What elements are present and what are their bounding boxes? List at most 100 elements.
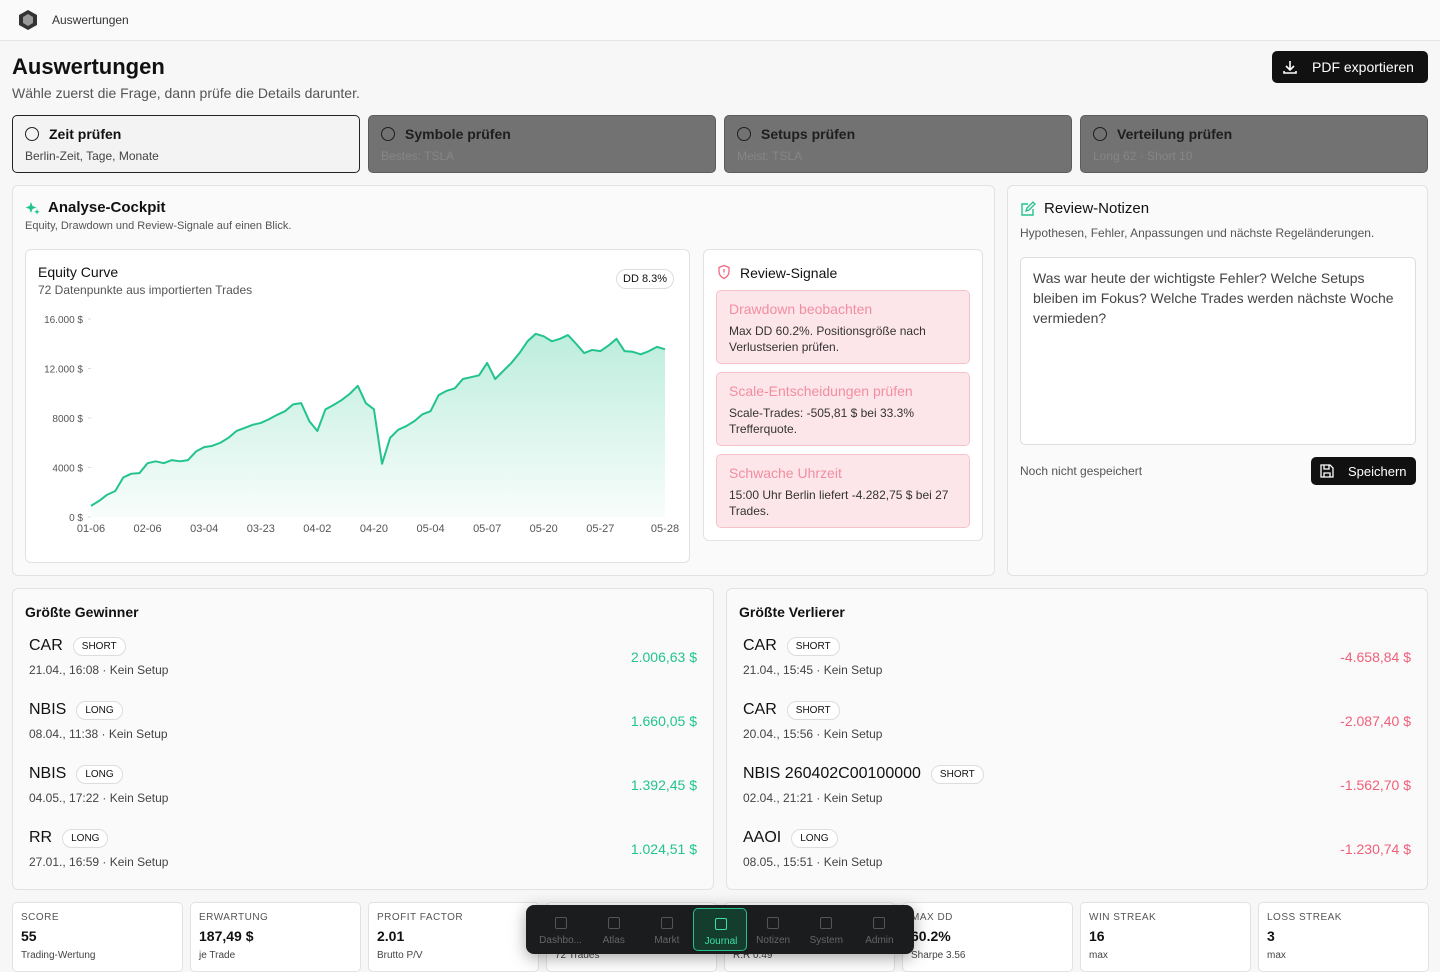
x-tick-label: 02-06: [134, 523, 162, 535]
nav-label: Journal: [704, 936, 738, 947]
nav-item[interactable]: Journal: [693, 908, 747, 951]
trade-meta: 27.01., 16:59 · Kein Setup: [29, 855, 169, 869]
trade-symbol: CAR: [743, 637, 777, 654]
trade-pnl: 1.024,51 $: [630, 841, 697, 857]
signal-text: Scale-Trades: -505,81 $ bei 33.3% Treffe…: [729, 406, 914, 436]
y-tick-label: 4000 $: [52, 464, 83, 475]
nav-item[interactable]: Admin: [853, 908, 906, 951]
trade-symbol: RR: [29, 829, 53, 846]
download-icon: [1283, 61, 1297, 74]
tab[interactable]: Zeit prüfen Berlin-Zeit, Tage, Monate: [12, 115, 360, 173]
tab[interactable]: Setups prüfen Meist: TSLA: [724, 115, 1072, 173]
top-bar: Auswertungen: [0, 0, 1440, 41]
stat-sub: max: [1267, 950, 1286, 961]
panel-title: Größte Gewinner: [25, 604, 139, 620]
sparkle-icon: [25, 202, 40, 215]
cockpit-title: Analyse-Cockpit: [48, 199, 166, 216]
signals-title: Review-Signale: [740, 265, 838, 281]
nav-label: System: [809, 935, 843, 946]
x-tick-label: 04-20: [360, 523, 388, 535]
app-name: Auswertungen: [52, 13, 129, 27]
signals-card: Review-Signale Drawdown beobachten Max DD…: [703, 249, 983, 541]
stat-card: MAX DD 60.2% Sharpe 3.56: [902, 902, 1073, 972]
x-tick-label: 03-23: [247, 523, 275, 535]
save-label: Speichern: [1348, 464, 1407, 479]
nav-icon: [554, 917, 567, 929]
tab-title: Setups prüfen: [761, 126, 856, 142]
side-badge: LONG: [791, 829, 838, 848]
dd-badge: DD 8.3%: [616, 269, 675, 289]
trade-meta: 02.04., 21:21 · Kein Setup: [743, 791, 883, 805]
signal-title: Scale-Entscheidungen prüfen: [729, 383, 913, 399]
tab-icon: [25, 127, 39, 141]
nav-item[interactable]: System: [800, 908, 853, 951]
nav-icon: [714, 918, 727, 930]
nav-icon: [607, 917, 620, 929]
equity-card: Equity Curve 72 Datenpunkte aus importie…: [25, 249, 690, 563]
stat-sub: Brutto P/V: [377, 950, 423, 961]
stat-card: ERWARTUNG 187,49 $ je Trade: [190, 902, 361, 972]
trade-symbol: CAR: [29, 637, 63, 654]
logo: [19, 10, 37, 30]
losers-panel: Größte Verlierer CAR SHORT 21.04., 15:45 · …: [726, 588, 1428, 890]
stat-sub: max: [1089, 950, 1108, 961]
stat-sub: Sharpe 3.56: [911, 950, 966, 961]
stat-label: PROFIT FACTOR: [377, 912, 464, 923]
cockpit-subtitle: Equity, Drawdown und Review-Signale auf …: [25, 220, 292, 232]
stat-label: MAX DD: [911, 912, 953, 923]
nav-label: Admin: [865, 935, 894, 946]
tab-sub: Meist: TSLA: [737, 149, 803, 163]
equity-title: Equity Curve: [38, 264, 119, 280]
notes-textarea[interactable]: Was war heute der wichtigste Fehler? Wel…: [1020, 257, 1416, 445]
trade-pnl: 1.392,45 $: [630, 777, 697, 793]
nav-item[interactable]: Dashbo...: [534, 908, 587, 951]
tab-sub: Long 62 · Short 10: [1093, 149, 1193, 163]
nav-icon: [767, 917, 780, 929]
side-badge: SHORT: [72, 637, 126, 656]
y-tick-label: 0 $: [69, 513, 83, 524]
side-badge: LONG: [76, 765, 123, 784]
trade-pnl: -1.562,70 $: [1340, 777, 1411, 793]
nav-item[interactable]: Notizen: [747, 908, 800, 951]
stat-value: 2.01: [377, 928, 405, 944]
trade-symbol: NBIS: [29, 701, 67, 718]
save-button[interactable]: Speichern: [1311, 457, 1416, 485]
tab-icon: [381, 127, 395, 141]
export-button[interactable]: PDF exportieren: [1272, 51, 1428, 83]
nav-label: Dashbo...: [539, 935, 582, 946]
notes-panel: Review-Notizen Hypothesen, Fehler, Anpas…: [1007, 185, 1428, 576]
y-tick-label: 16.000 $: [44, 315, 83, 326]
trade-pnl: -1.230,74 $: [1340, 841, 1411, 857]
notes-subtitle: Hypothesen, Fehler, Anpassungen und näch…: [1020, 226, 1375, 240]
stat-card: LOSS STREAK 3 max: [1258, 902, 1429, 972]
stat-sub: R:R 0.49: [733, 950, 773, 961]
side-badge: SHORT: [786, 701, 840, 720]
bottom-nav: Dashbo... Atlas Markt Journal Notizen System A…: [526, 905, 914, 954]
tab[interactable]: Verteilung prüfen Long 62 · Short 10: [1080, 115, 1428, 173]
tab[interactable]: Symbole prüfen Bestes: TSLA: [368, 115, 716, 173]
shield-icon: [718, 264, 730, 280]
nav-item[interactable]: Markt: [640, 908, 693, 951]
nav-icon: [660, 917, 673, 929]
signal-text: 15:00 Uhr Berlin liefert -4.282,75 $ bei…: [729, 488, 949, 518]
stat-value: 16: [1089, 928, 1105, 944]
x-tick-label: 05-07: [473, 523, 501, 535]
stat-value: 187,49 $: [199, 928, 254, 944]
y-tick-label: 12.000 $: [44, 365, 83, 376]
signal-card: Drawdown beobachten Max DD 60.2%. Positio…: [716, 290, 970, 364]
stat-value: 3: [1267, 928, 1275, 944]
export-label: PDF exportieren: [1312, 59, 1414, 75]
nav-label: Notizen: [756, 935, 791, 946]
trade-meta: 08.05., 15:51 · Kein Setup: [743, 855, 883, 869]
side-badge: LONG: [76, 701, 123, 720]
x-tick-label: 04-02: [303, 523, 331, 535]
save-status: Noch nicht gespeichert: [1020, 464, 1143, 478]
stat-label: LOSS STREAK: [1267, 912, 1342, 923]
trade-meta: 21.04., 15:45 · Kein Setup: [743, 663, 883, 677]
tab-icon: [1093, 127, 1107, 141]
signal-card: Scale-Entscheidungen prüfen Scale-Trades:…: [716, 372, 970, 446]
stat-card: PROFIT FACTOR 2.01 Brutto P/V: [368, 902, 539, 972]
nav-item[interactable]: Atlas: [587, 908, 640, 951]
signal-card: Schwache Uhrzeit 15:00 Uhr Berlin liefert…: [716, 454, 970, 528]
trade-pnl: -4.658,84 $: [1340, 649, 1411, 665]
